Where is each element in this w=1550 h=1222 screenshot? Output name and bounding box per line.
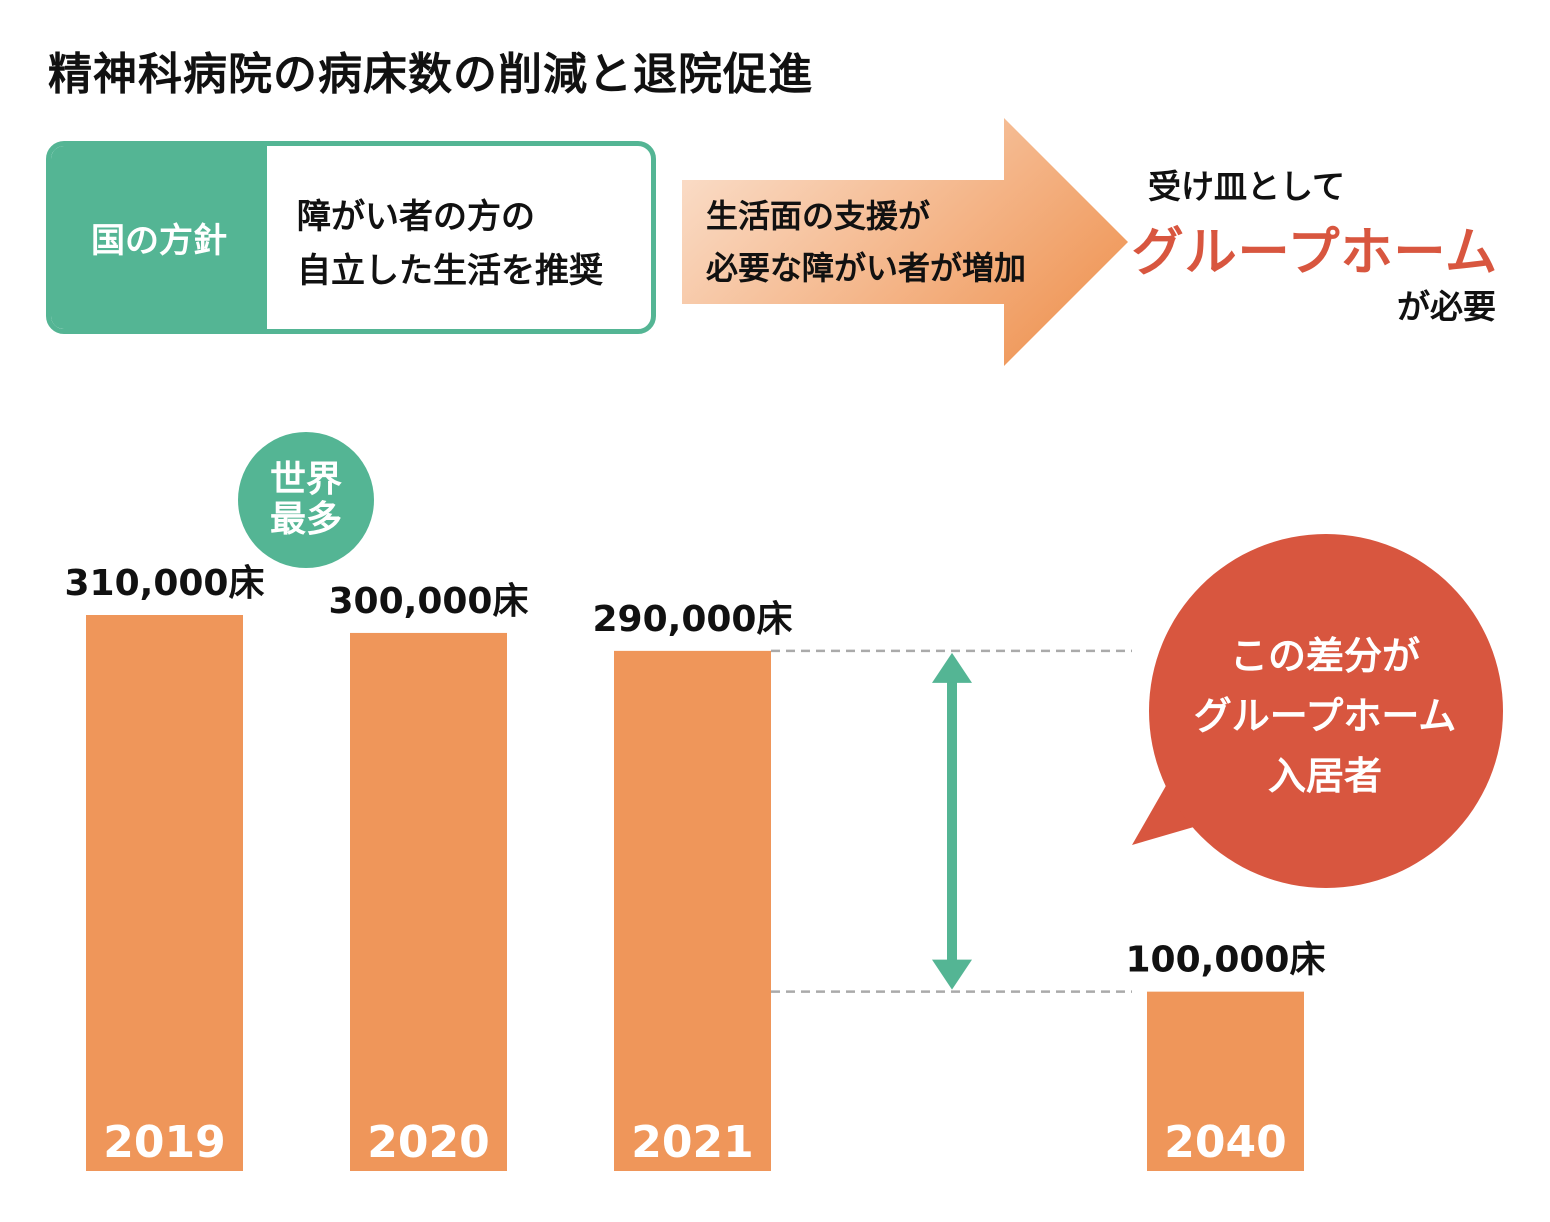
bubble-line3: 入居者 [1267,754,1382,798]
world-most-badge: 世界 最多 [238,432,374,568]
receiver-line3: が必要 [1397,287,1496,326]
data-label-2020: 300,000床 [329,581,529,622]
data-label-2040: 100,000床 [1126,940,1326,981]
category-label-2019: 2019 [103,1117,225,1168]
data-label-2021: 290,000床 [593,599,793,640]
bubble-line2: グループホーム [1193,694,1457,738]
category-label-2021: 2021 [631,1117,753,1168]
policy-box: 国の方針 障がい者の方の 自立した生活を推奨 [46,141,656,334]
policy-label: 国の方針 [51,146,267,329]
arrow-text-line2: 必要な障がい者が増加 [706,249,1027,287]
bubble-text: この差分が グループホーム 入居者 [1150,626,1500,806]
badge-line1: 世界 [269,459,342,500]
receiver-highlight: グループホーム [1131,223,1498,283]
page-title: 精神科病院の病床数の削減と退院促進 [48,49,813,100]
arrow-text: 生活面の支援が 必要な障がい者が増加 [706,190,1026,294]
flow-arrow [682,118,1128,366]
receiver-line1: 受け皿として [1148,167,1346,206]
policy-text-line2: 自立した生活を推奨 [297,251,603,291]
difference-arrow-head-down [932,959,972,990]
speech-bubble [1149,534,1503,888]
policy-text: 障がい者の方の 自立した生活を推奨 [297,190,603,298]
bar-2020 [350,632,507,1171]
category-label-2020: 2020 [367,1117,489,1168]
data-label-2019: 310,000床 [65,563,265,604]
badge-line2: 最多 [269,499,342,540]
bar-2019 [86,615,243,1171]
arrow-text-line1: 生活面の支援が [706,197,931,235]
bar-2040 [1147,991,1304,1171]
category-label-2040: 2040 [1164,1117,1286,1168]
policy-text-line1: 障がい者の方の [297,197,535,237]
bubble-line1: この差分が [1229,634,1420,678]
difference-arrow-head-up [932,652,972,683]
bar-2021 [614,650,771,1171]
